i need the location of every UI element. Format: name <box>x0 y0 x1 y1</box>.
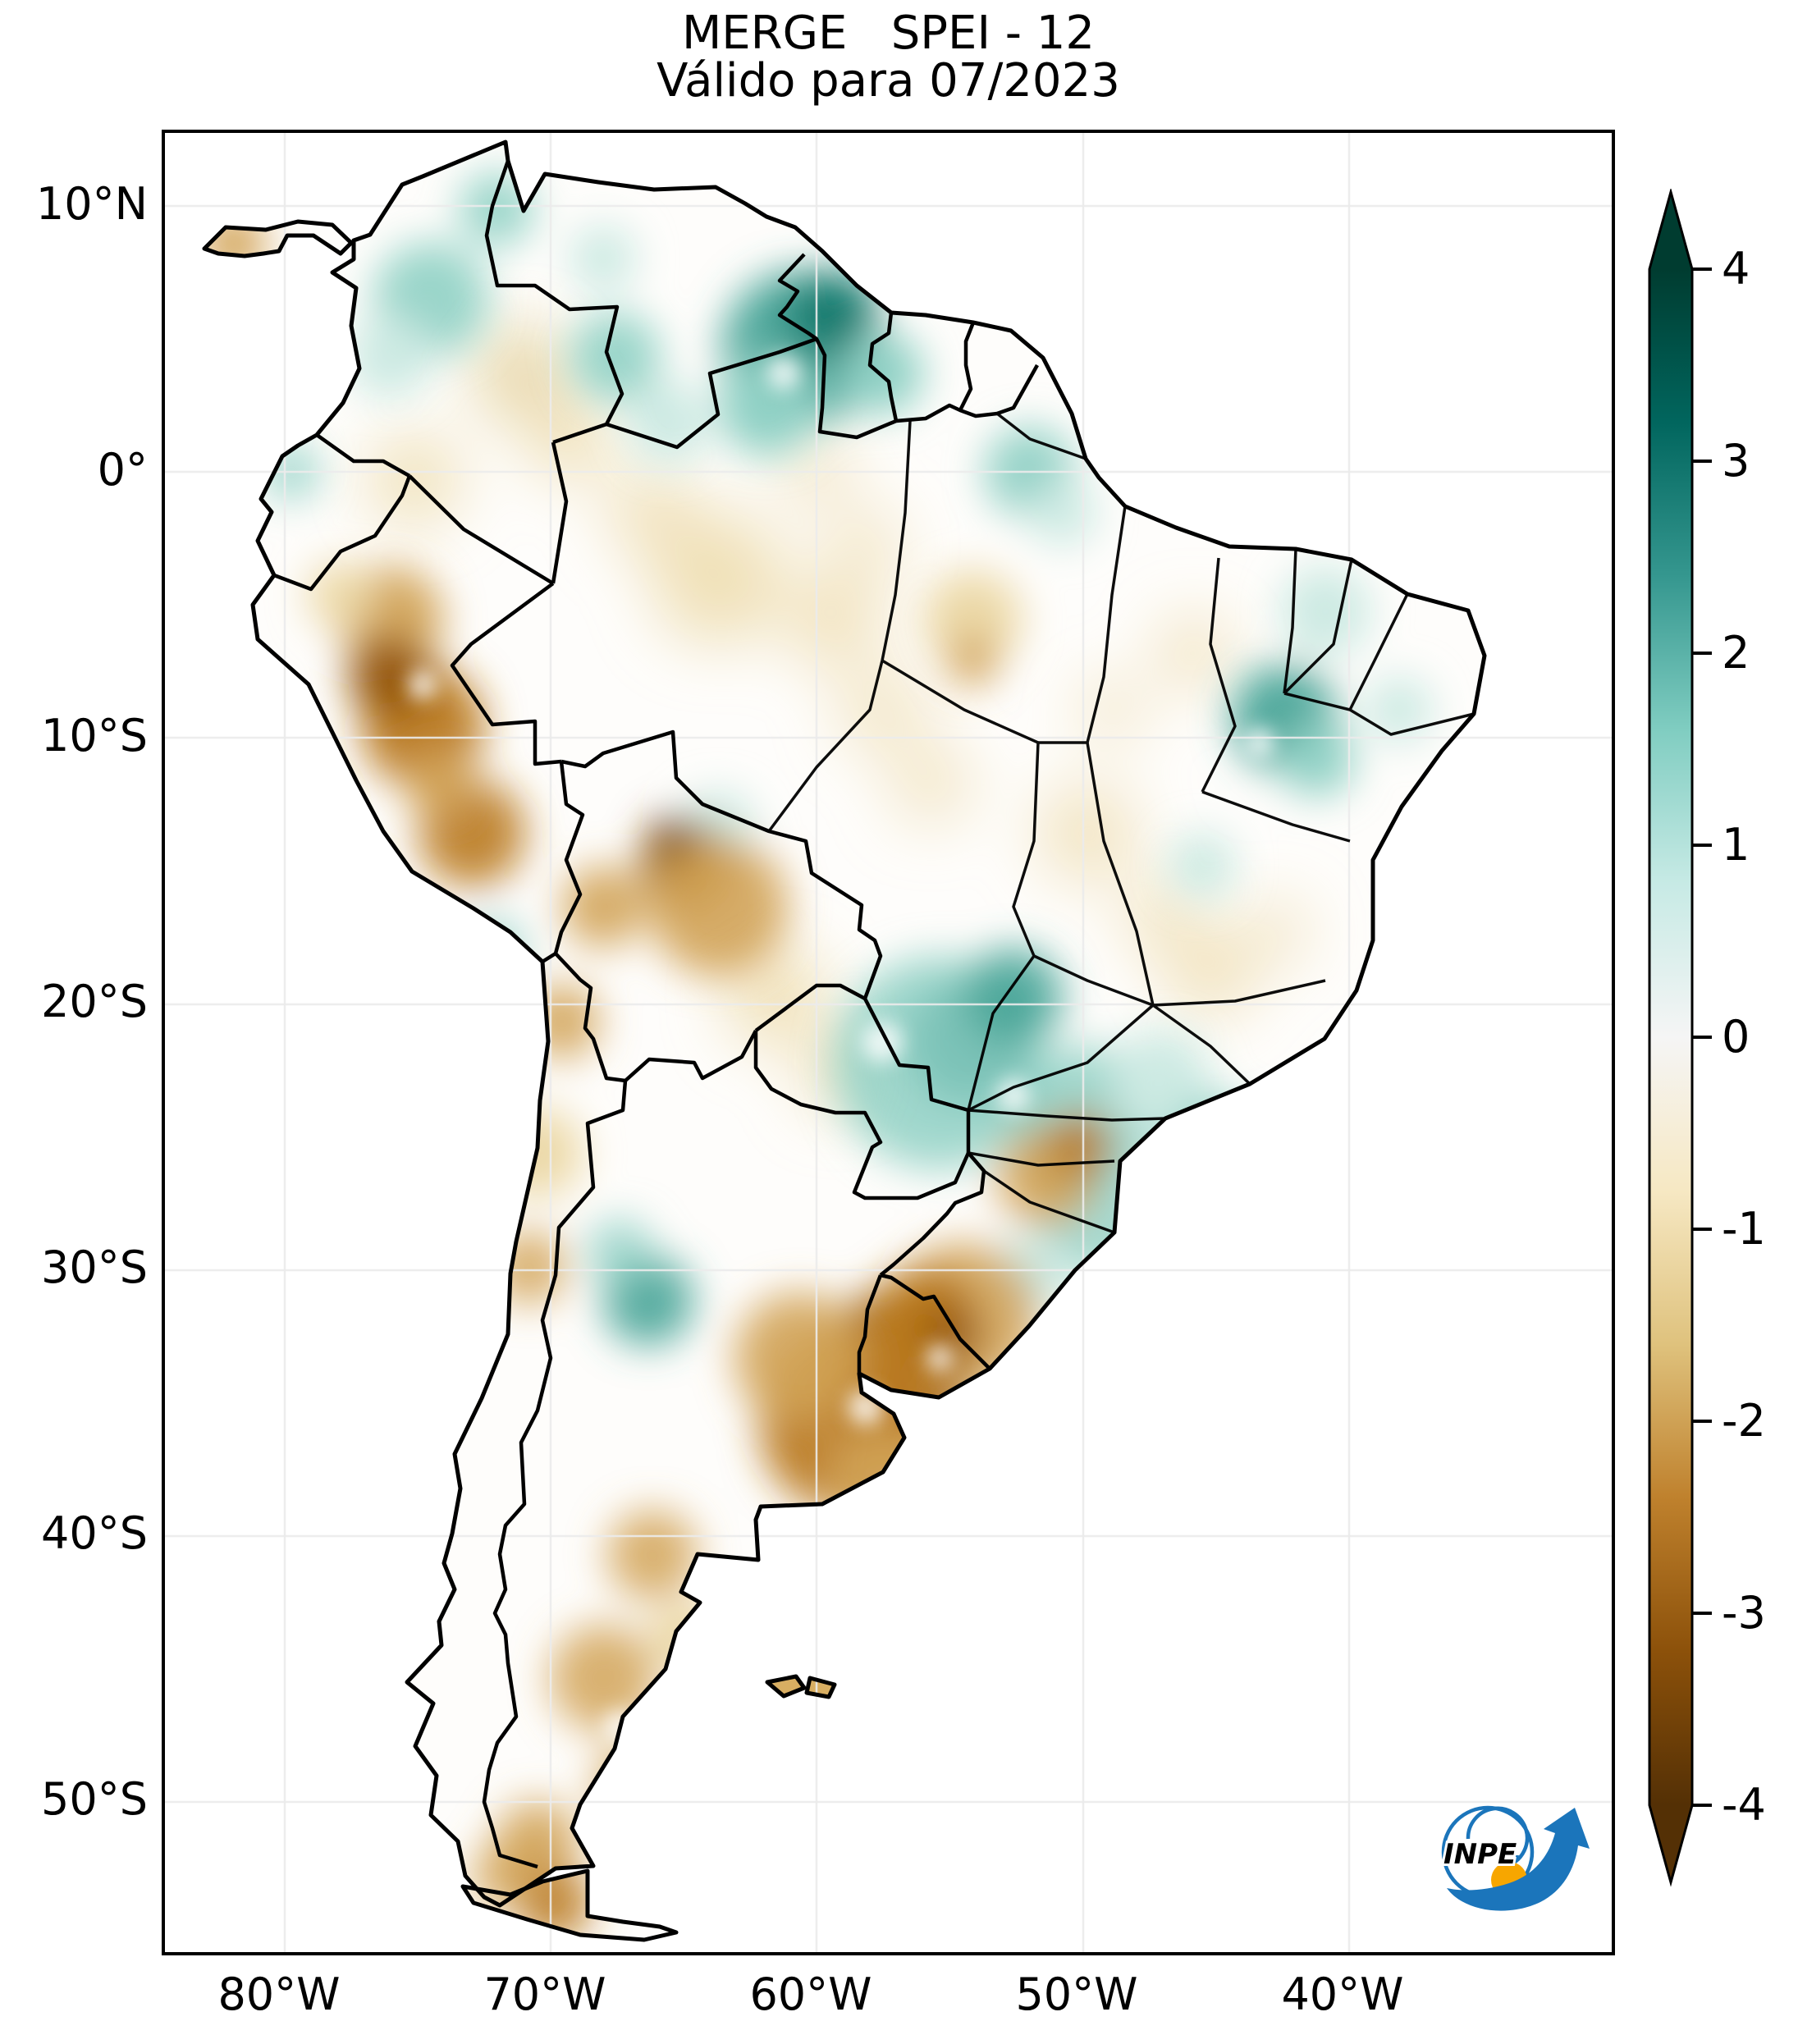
colorbar-ticks <box>1692 268 1712 1807</box>
lat-tick-10s: 10°S <box>41 710 148 761</box>
country-borders <box>273 160 1039 1916</box>
graticule <box>162 130 1615 1955</box>
map-canvas: INPE <box>162 130 1615 1955</box>
coastline <box>202 139 1487 1942</box>
state-borders <box>767 412 1475 1234</box>
inpe-logo-text: INPE <box>1443 1838 1517 1871</box>
lat-tick-50s: 50°S <box>41 1773 148 1825</box>
cb-tick-m3: -3 <box>1722 1587 1766 1639</box>
map-subtitle: Válido para 07/2023 <box>657 54 1120 107</box>
colorbar-gradient <box>1648 189 1694 1887</box>
cb-tick-m4: -4 <box>1722 1779 1766 1831</box>
lon-tick-50w: 50°W <box>1015 1969 1138 2020</box>
lat-tick-40s: 40°S <box>41 1507 148 1559</box>
lon-tick-60w: 60°W <box>749 1969 872 2020</box>
lon-tick-40w: 40°W <box>1281 1969 1404 2020</box>
cb-tick-1: 1 <box>1722 819 1750 871</box>
inpe-swoosh-arrow-icon <box>1447 1808 1590 1911</box>
plot-frame <box>162 130 1615 1955</box>
lon-tick-80w: 80°W <box>217 1969 341 2020</box>
lat-tick-30s: 30°S <box>41 1241 148 1293</box>
map-title: MERGE SPEI - 12 <box>681 7 1096 60</box>
colorbar <box>1648 189 1712 1887</box>
cb-tick-m2: -2 <box>1722 1395 1766 1447</box>
cb-tick-2: 2 <box>1722 627 1750 679</box>
cb-tick-0: 0 <box>1722 1011 1750 1063</box>
lon-tick-70w: 70°W <box>483 1969 606 2020</box>
lat-tick-10n: 10°N <box>35 178 148 230</box>
lat-tick-20s: 20°S <box>41 976 148 1027</box>
cb-tick-3: 3 <box>1722 435 1750 487</box>
cb-tick-m1: -1 <box>1722 1203 1766 1255</box>
inpe-logo: INPE <box>1441 1805 1590 1911</box>
lat-tick-0: 0° <box>97 444 148 496</box>
cb-tick-4: 4 <box>1722 243 1750 295</box>
